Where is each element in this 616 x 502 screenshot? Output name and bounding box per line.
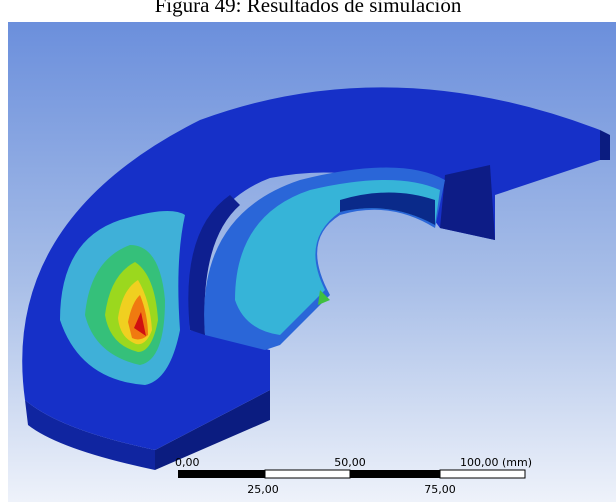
caption: Figura 49: Resultados de simulación (155, 0, 462, 17)
scale-label: 100,00 (mm) (460, 456, 532, 469)
scale-label: 0,00 (175, 456, 200, 469)
scale-segment (440, 470, 525, 478)
scale-segment (178, 470, 265, 478)
scale-label: 50,00 (334, 456, 366, 469)
screenshot: Figura 49: Resultados de simulación 0,00… (0, 0, 616, 502)
page: Figura 49: Resultados de simulación 0,00… (0, 0, 616, 502)
scale-label: 75,00 (424, 483, 456, 496)
notch (440, 165, 495, 240)
scale-segment (350, 470, 440, 478)
cut-face-right (600, 130, 610, 160)
scale-label: 25,00 (247, 483, 279, 496)
scale-segment (265, 470, 350, 478)
